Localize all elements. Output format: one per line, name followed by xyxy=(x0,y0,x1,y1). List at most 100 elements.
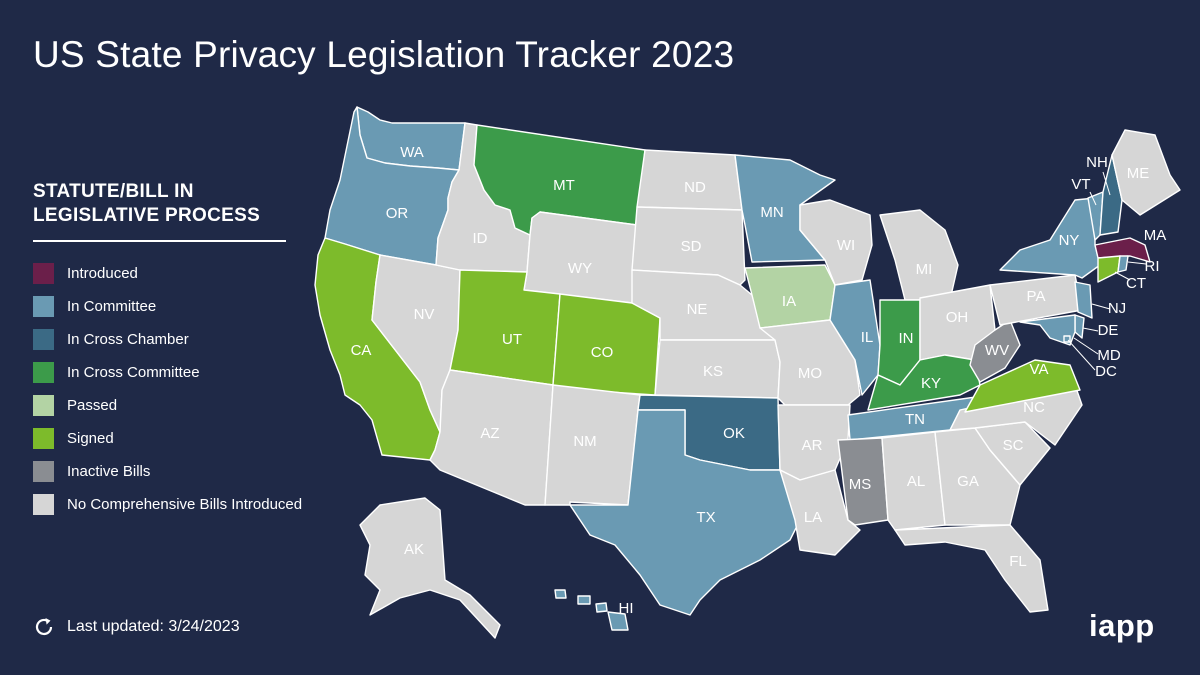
state-ms xyxy=(837,437,889,526)
state-label-id: ID xyxy=(473,230,488,247)
page-title: US State Privacy Legislation Tracker 202… xyxy=(33,34,735,75)
state-il xyxy=(829,279,881,396)
state-label-in: IN xyxy=(899,330,914,347)
state-ri xyxy=(1117,255,1129,273)
legend-item: Introduced xyxy=(33,257,288,290)
state-label-wa: WA xyxy=(400,144,424,161)
callout-line-de xyxy=(1082,327,1099,332)
callout-line-dc xyxy=(1067,339,1096,371)
legend-label: Inactive Bills xyxy=(67,463,151,480)
state-label-mi: MI xyxy=(916,261,933,278)
legend-swatch xyxy=(33,296,54,317)
state-label-nj: NJ xyxy=(1108,300,1126,317)
state-label-nh: NH xyxy=(1086,154,1108,171)
callout-line-vt xyxy=(1089,191,1097,206)
legend-label: In Cross Committee xyxy=(67,364,200,381)
state-label-me: ME xyxy=(1127,165,1150,182)
state-label-co: CO xyxy=(591,344,614,361)
state-label-ia: IA xyxy=(782,293,796,310)
state-wy xyxy=(523,211,638,304)
legend-swatch xyxy=(33,395,54,416)
legend-label: In Committee xyxy=(67,298,157,315)
callout-line-ct xyxy=(1114,271,1131,281)
state-label-md: MD xyxy=(1097,347,1120,364)
state-label-ak: AK xyxy=(404,541,424,558)
legend-label: No Comprehensive Bills Introduced xyxy=(67,496,303,513)
state-wv xyxy=(969,319,1021,383)
state-label-ok: OK xyxy=(723,425,745,442)
state-label-nm: NM xyxy=(573,433,596,450)
state-label-mt: MT xyxy=(553,177,575,194)
last-updated: Last updated: 3/24/2023 xyxy=(33,616,240,638)
legend-item: Passed xyxy=(33,389,288,422)
state-label-nv: NV xyxy=(414,306,435,323)
state-label-dc: DC xyxy=(1095,363,1117,380)
state-label-az: AZ xyxy=(480,425,499,442)
state-tx xyxy=(569,409,801,616)
state-label-wi: WI xyxy=(837,237,855,254)
iapp-logo: iapp xyxy=(1089,608,1155,643)
legend-swatch xyxy=(33,494,54,515)
state-label-wy: WY xyxy=(568,260,592,277)
legend-swatch xyxy=(33,263,54,284)
state-hi xyxy=(554,589,629,631)
state-label-sd: SD xyxy=(681,238,702,255)
state-label-la: LA xyxy=(804,509,822,526)
state-label-nd: ND xyxy=(684,179,706,196)
state-ny xyxy=(999,197,1101,279)
state-label-ny: NY xyxy=(1059,232,1080,249)
state-nh xyxy=(1099,154,1123,236)
legend-label: Passed xyxy=(67,397,118,414)
legend: STATUTE/BILL IN LEGISLATIVE PROCESS Intr… xyxy=(33,180,302,521)
legend-divider xyxy=(33,240,286,242)
state-label-ms: MS xyxy=(849,476,872,493)
state-label-ca: CA xyxy=(351,342,372,359)
refresh-icon xyxy=(35,618,53,636)
state-label-de: DE xyxy=(1098,322,1119,339)
state-fl xyxy=(894,524,1049,613)
state-label-sc: SC xyxy=(1003,437,1024,454)
state-label-ct: CT xyxy=(1126,275,1146,292)
legend-item: In Cross Chamber xyxy=(33,323,288,356)
legend-label: In Cross Chamber xyxy=(67,331,189,348)
state-label-or: OR xyxy=(386,205,409,222)
state-label-mo: MO xyxy=(798,365,822,382)
legend-swatch xyxy=(33,362,54,383)
state-label-hi: HI xyxy=(619,600,634,617)
state-label-ks: KS xyxy=(703,363,723,380)
legend-item: Signed xyxy=(33,422,288,455)
state-label-ut: UT xyxy=(502,331,522,348)
legend-swatch xyxy=(33,329,54,350)
state-label-vt: VT xyxy=(1071,176,1090,193)
state-label-ri: RI xyxy=(1145,258,1160,275)
legend-item: Inactive Bills xyxy=(33,455,288,488)
legend-heading-line2: LEGISLATIVE PROCESS xyxy=(33,205,261,226)
state-label-tx: TX xyxy=(696,509,715,526)
state-wi xyxy=(799,199,873,286)
last-updated-text: Last updated: 3/24/2023 xyxy=(67,618,240,635)
legend-item: In Committee xyxy=(33,290,288,323)
state-de xyxy=(1074,314,1085,339)
state-label-fl: FL xyxy=(1009,553,1027,570)
legend-swatch xyxy=(33,461,54,482)
state-label-al: AL xyxy=(907,473,925,490)
legend-items: Introduced In Committee In Cross Chamber… xyxy=(33,257,302,521)
state-label-il: IL xyxy=(861,329,874,346)
legend-label: Introduced xyxy=(67,265,138,282)
state-me xyxy=(1111,129,1181,216)
state-label-wv: WV xyxy=(985,342,1009,359)
state-label-ar: AR xyxy=(802,437,823,454)
state-label-nc: NC xyxy=(1023,399,1045,416)
state-label-mn: MN xyxy=(760,204,783,221)
state-ak xyxy=(359,497,501,639)
state-label-ga: GA xyxy=(957,473,979,490)
legend-heading-line1: STATUTE/BILL IN xyxy=(33,181,194,202)
callout-line-nh xyxy=(1102,171,1111,196)
state-label-oh: OH xyxy=(946,309,969,326)
state-label-ma: MA xyxy=(1144,227,1167,244)
state-va xyxy=(964,359,1081,413)
callout-line-ri xyxy=(1127,261,1147,265)
state-label-va: VA xyxy=(1030,361,1049,378)
state-md xyxy=(1019,314,1076,346)
